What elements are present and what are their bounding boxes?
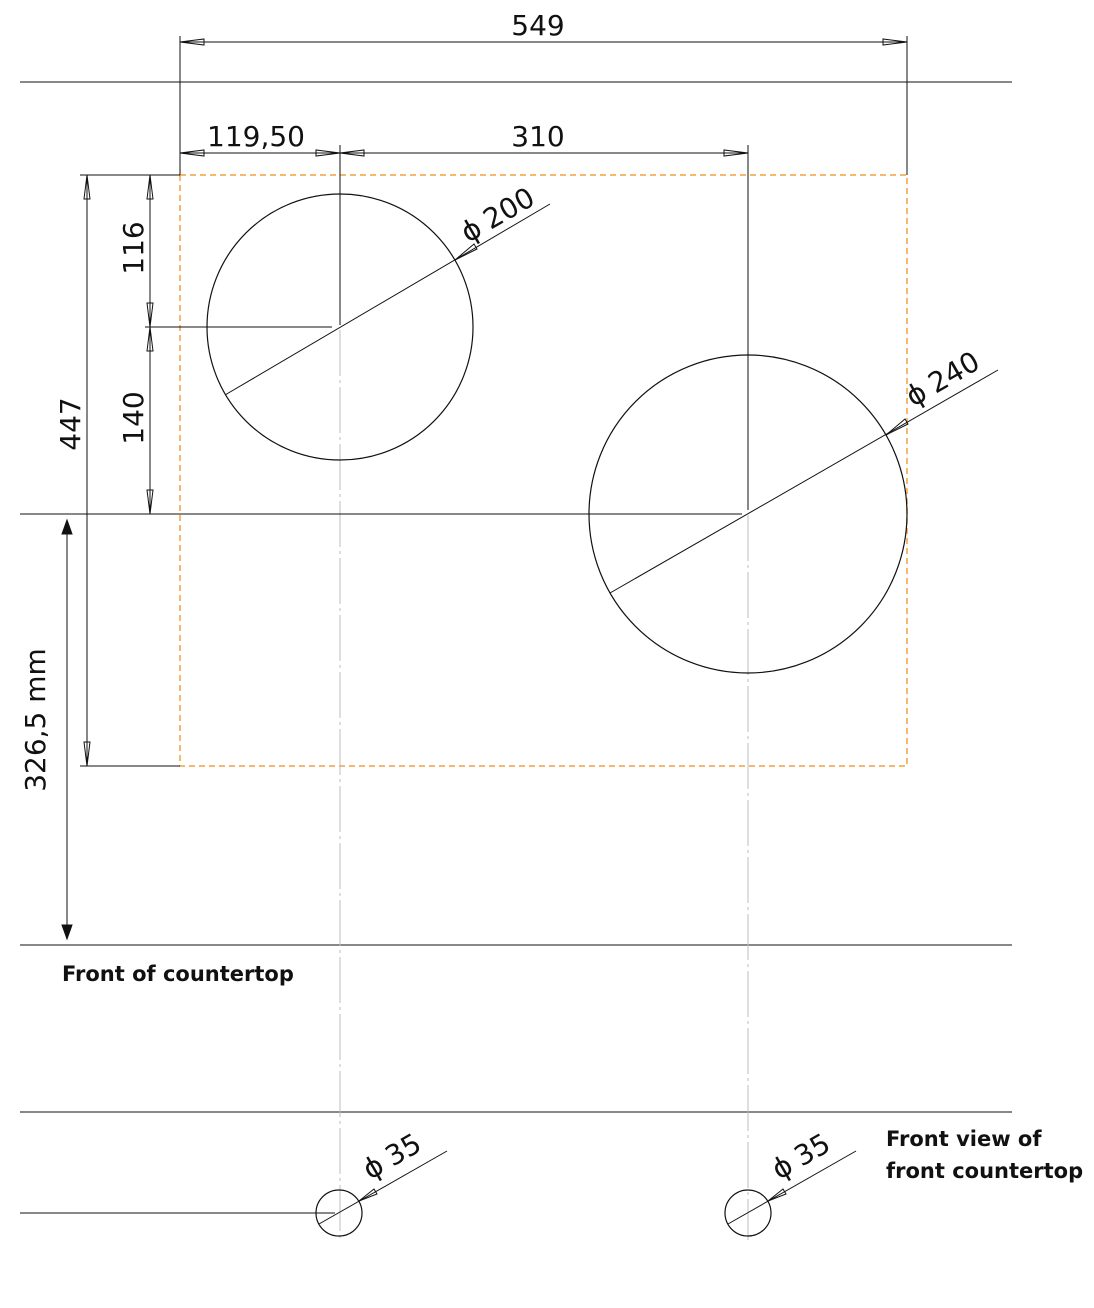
dim-140-label: 140 xyxy=(117,391,150,444)
front-view-note-line2: front countertop xyxy=(886,1159,1083,1183)
dim-447-arrow-bottom xyxy=(83,741,91,767)
dim-549-arrow-right xyxy=(882,38,908,46)
right-knob-circle xyxy=(724,1189,772,1237)
dim-setback-arrow-top xyxy=(61,518,73,535)
dim-140-arrow-top xyxy=(146,326,154,352)
left-knob-diameter-label-group: ϕ 35 xyxy=(357,1127,427,1186)
dim-447-arrow-top xyxy=(83,174,91,200)
dim-offset-arrow-left xyxy=(179,149,205,157)
left-knob-diameter-leader xyxy=(318,1150,448,1225)
dim-549-arrow-left xyxy=(179,38,205,46)
front-view-note-line1: Front view of xyxy=(886,1127,1042,1151)
small-burner-diameter-label-group: ϕ 200 xyxy=(455,181,540,249)
small-burner-diameter-arrow xyxy=(454,243,478,261)
large-burner-diameter-label-group: ϕ 240 xyxy=(900,345,985,413)
right-knob-diameter-arrow xyxy=(767,1188,787,1202)
cutout-outline xyxy=(179,174,908,767)
left-knob-diameter-arrow xyxy=(358,1188,378,1202)
left-knob-circle xyxy=(315,1189,363,1237)
right-knob-diameter-label-group: ϕ 35 xyxy=(766,1127,836,1186)
dim-offset-label: 119,50 xyxy=(207,120,305,153)
small-burner-circle xyxy=(206,193,474,461)
dim-offset-arrow-mid-left xyxy=(315,149,341,157)
small-burner-diameter-leader xyxy=(224,203,551,396)
large-burner-diameter-leader xyxy=(609,369,999,594)
dim-140-arrow-bottom xyxy=(146,489,154,515)
dim-setback-label: 326,5 mm xyxy=(19,648,52,792)
front-of-countertop-note: Front of countertop xyxy=(62,962,294,986)
dim-447-label: 447 xyxy=(54,397,87,450)
dim-spacing-arrow-mid-right xyxy=(339,149,365,157)
large-burner-circle xyxy=(588,354,908,674)
dim-spacing-label: 310 xyxy=(511,120,564,153)
right-knob-diameter-leader xyxy=(727,1150,857,1225)
dim-setback-arrow-bottom xyxy=(61,924,73,941)
large-burner-diameter-arrow xyxy=(885,418,909,436)
dim-116-arrow-bottom xyxy=(146,302,154,328)
large-burner-diameter-label: 240 xyxy=(923,345,986,400)
dim-549-label: 549 xyxy=(511,9,564,42)
dim-116-arrow-top xyxy=(146,174,154,200)
dim-spacing-arrow-right xyxy=(723,149,749,157)
dim-116-label: 116 xyxy=(117,221,150,274)
